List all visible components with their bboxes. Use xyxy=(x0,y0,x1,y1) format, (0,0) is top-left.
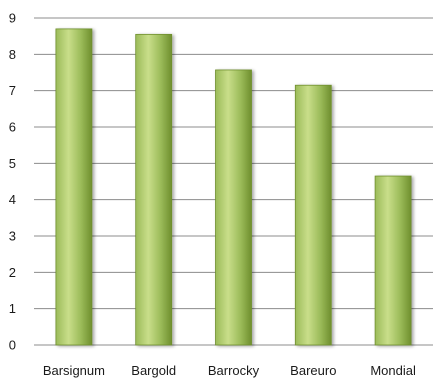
x-category-label: Barrocky xyxy=(208,363,260,378)
y-tick-label: 3 xyxy=(9,229,16,244)
bar-bargold xyxy=(135,33,173,346)
y-axis-tick-labels: 0 1 2 3 4 5 6 7 8 9 xyxy=(9,11,16,353)
x-category-label: Barsignum xyxy=(43,363,105,378)
y-tick-label: 0 xyxy=(9,338,16,353)
y-tick-label: 8 xyxy=(9,47,16,62)
y-tick-label: 1 xyxy=(9,301,16,316)
y-tick-label: 9 xyxy=(9,11,16,26)
x-category-label: Bareuro xyxy=(290,363,336,378)
x-axis-category-labels: Barsignum Bargold Barrocky Bareuro Mondial xyxy=(43,363,416,378)
bar-barrocky xyxy=(215,69,252,346)
bars xyxy=(55,28,412,346)
x-category-label: Bargold xyxy=(131,363,176,378)
x-category-label: Mondial xyxy=(370,363,416,378)
bar-bareuro xyxy=(294,84,332,346)
y-tick-label: 6 xyxy=(9,120,16,135)
y-tick-label: 7 xyxy=(9,83,16,98)
bar-mondial xyxy=(374,175,412,346)
bar-barsignum xyxy=(55,28,93,346)
y-tick-label: 5 xyxy=(9,156,16,171)
y-tick-label: 4 xyxy=(9,192,16,207)
y-tick-label: 2 xyxy=(9,265,16,280)
